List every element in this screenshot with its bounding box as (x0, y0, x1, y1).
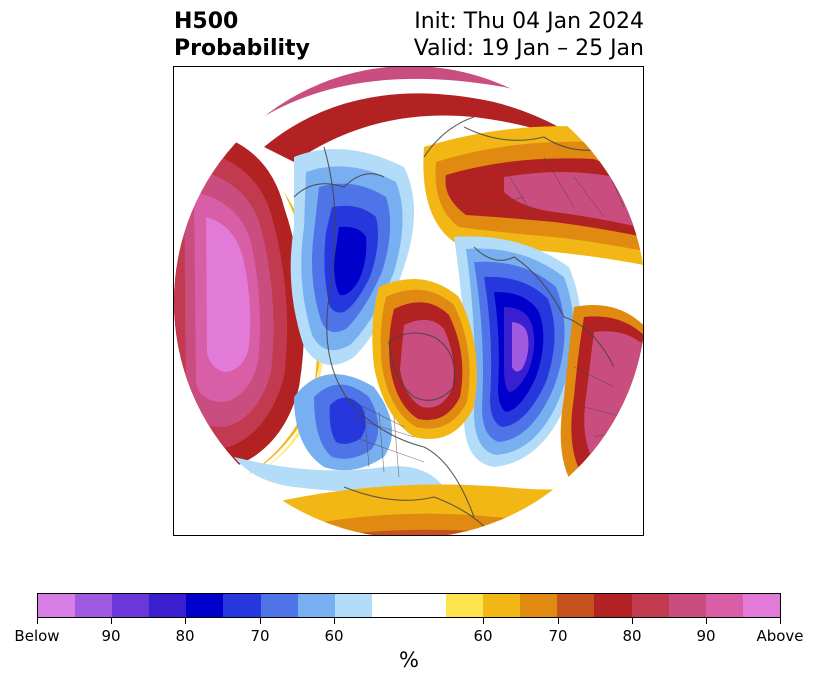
colorbar-tick-label: 60 (324, 627, 344, 645)
colorbar-tick-label: 70 (250, 627, 270, 645)
map-title-right: Init: Thu 04 Jan 2024 Valid: 19 Jan – 25… (414, 8, 644, 62)
colorbar-segment (223, 594, 261, 617)
colorbar-segment (186, 594, 224, 617)
colorbar-segment (149, 594, 187, 617)
colorbar-segment (557, 594, 595, 617)
colorbar-tick (558, 618, 559, 624)
probability-field (174, 67, 643, 535)
below-anomaly-europe (454, 236, 582, 467)
colorbar-segment (705, 594, 743, 617)
colorbar-segment (112, 594, 150, 617)
colorbar-tick (334, 618, 335, 624)
colorbar-segment (446, 594, 484, 617)
colorbar-segment (297, 594, 335, 617)
colorbar-tick (483, 618, 484, 624)
political-boundaries (343, 156, 635, 478)
colorbar-tick (111, 618, 112, 624)
above-anomaly-east (560, 305, 643, 490)
colorbar-tick-label: 70 (548, 627, 568, 645)
colorbar-tick-label: Above (756, 627, 804, 645)
colorbar-tick (185, 618, 186, 624)
colorbar-segment (75, 594, 113, 617)
colorbar (37, 593, 781, 618)
colorbar-segment (483, 594, 521, 617)
colorbar-tick-label: 90 (696, 627, 716, 645)
coastlines (293, 116, 615, 535)
colorbar-segment (520, 594, 558, 617)
colorbar-tick (37, 618, 38, 624)
colorbar-unit-label: % (399, 648, 419, 672)
map-panel (173, 66, 644, 536)
colorbar-segment (38, 594, 76, 617)
colorbar-tick (780, 618, 781, 624)
colorbar-tick (260, 618, 261, 624)
init-time: Init: Thu 04 Jan 2024 (414, 9, 644, 34)
above-anomaly-eurasia (423, 126, 643, 267)
valid-period: Valid: 19 Jan – 25 Jan (413, 36, 644, 61)
colorbar-segment (742, 594, 780, 617)
colorbar-tick-label: 90 (101, 627, 121, 645)
colorbar-tick-label: 80 (622, 627, 642, 645)
colorbar-segment (631, 594, 669, 617)
colorbar-tick (706, 618, 707, 624)
colorbar-segment (668, 594, 706, 617)
colorbar-segment (334, 594, 372, 617)
variable-title: H500 (174, 9, 239, 34)
colorbar-segment (260, 594, 298, 617)
probability-map (174, 67, 643, 535)
colorbar-segment (371, 594, 409, 617)
colorbar-segment (408, 594, 447, 617)
product-title: Probability (174, 36, 310, 61)
colorbar-tick-label: 60 (473, 627, 493, 645)
colorbar-segment (594, 594, 632, 617)
colorbar-tick-label: Below (14, 627, 60, 645)
map-title-left: H500 Probability (174, 8, 310, 62)
colorbar-tick-label: 80 (175, 627, 195, 645)
colorbar-tick (632, 618, 633, 624)
